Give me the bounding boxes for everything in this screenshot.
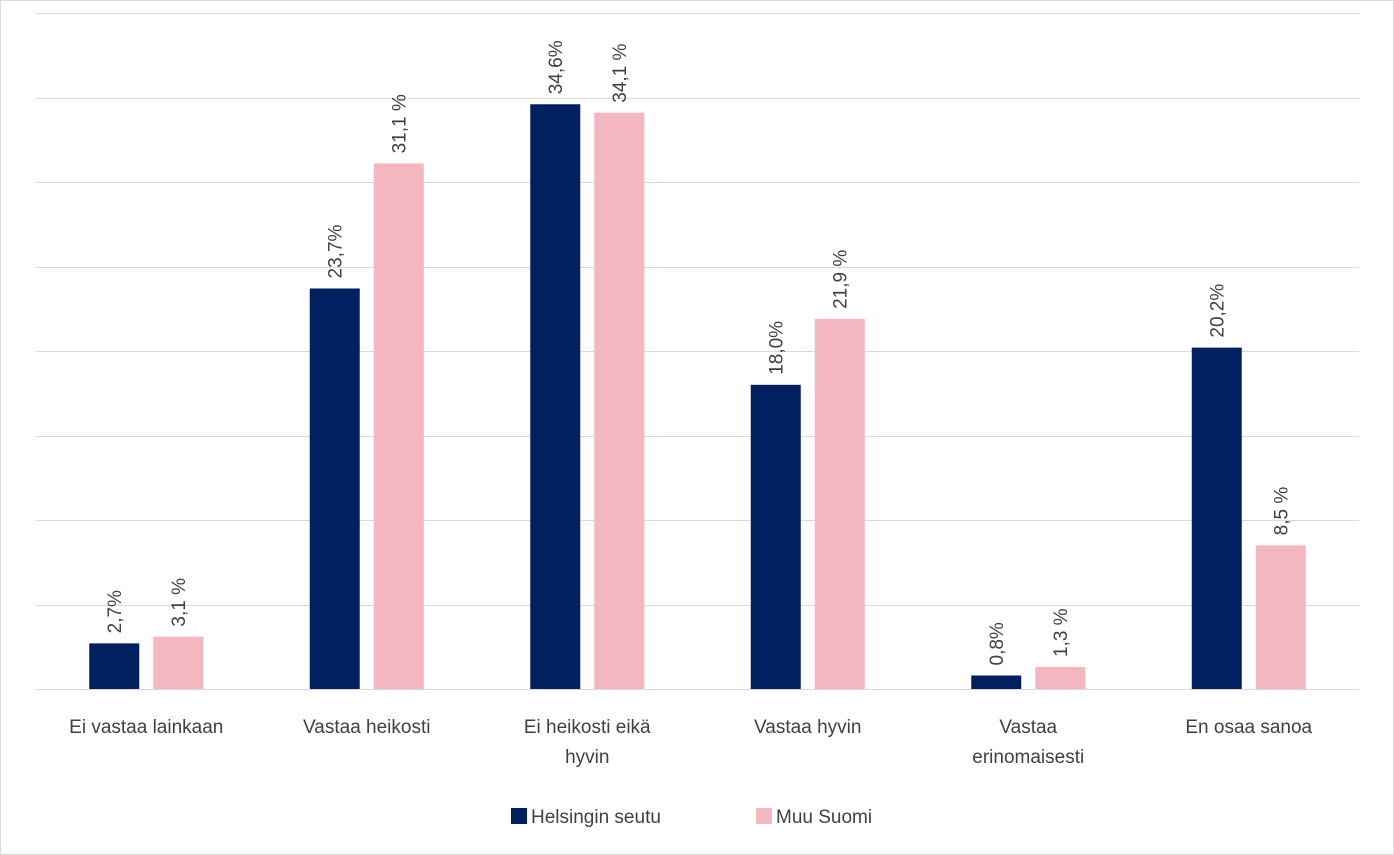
data-label: 23,7% [326, 224, 347, 278]
bar-helsingin-seutu [1191, 347, 1242, 689]
data-labels: 2,7% 3,1 % 23,7% 31,1 % 34,6% 34,1 % 18,0% 21,9… [105, 40, 1293, 665]
data-label: 3,1 % [169, 578, 190, 627]
legend-label: Muu Suomi [776, 807, 872, 828]
bar-helsingin-seutu [309, 288, 360, 689]
gridlines [36, 13, 1359, 606]
bar-muu-suomi [1035, 667, 1086, 689]
bars [89, 104, 1306, 689]
category-label: Vastaa heikosti [303, 717, 430, 738]
bar-helsingin-seutu [530, 104, 581, 689]
data-label: 2,7% [105, 590, 126, 633]
x-axis: Ei vastaa lainkaan Vastaa heikosti Ei heik… [36, 689, 1359, 768]
category-label: Vastaa hyvin [754, 717, 861, 738]
data-label: 0,8% [987, 622, 1008, 665]
bar-muu-suomi [153, 636, 204, 689]
category-label: En osaa sanoa [1185, 717, 1312, 738]
category-label: Ei vastaa lainkaan [69, 717, 223, 738]
legend-swatch [511, 808, 527, 824]
bar-helsingin-seutu [89, 643, 140, 689]
bar-helsingin-seutu [750, 384, 801, 689]
data-label: 8,5 % [1272, 487, 1293, 536]
bar-muu-suomi [814, 318, 865, 689]
data-label: 34,1 % [610, 43, 631, 102]
bar-muu-suomi [373, 163, 424, 689]
data-label: 31,1 % [390, 94, 411, 153]
bar-muu-suomi [594, 112, 645, 689]
data-label: 20,2% [1208, 284, 1229, 338]
category-label: Ei heikosti eikä hyvin [524, 717, 651, 768]
bar-helsingin-seutu [971, 675, 1022, 689]
legend-label: Helsingin seutu [531, 807, 661, 828]
legend-swatch [756, 808, 772, 824]
data-label: 21,9 % [831, 250, 852, 309]
bar-muu-suomi [1255, 545, 1306, 689]
data-label: 18,0% [767, 321, 788, 375]
legend: Helsingin seutu Muu Suomi [511, 807, 872, 828]
data-label: 34,6% [546, 40, 567, 94]
category-label: Vastaa erinomaisesti [972, 717, 1084, 768]
data-label: 1,3 % [1051, 608, 1072, 657]
